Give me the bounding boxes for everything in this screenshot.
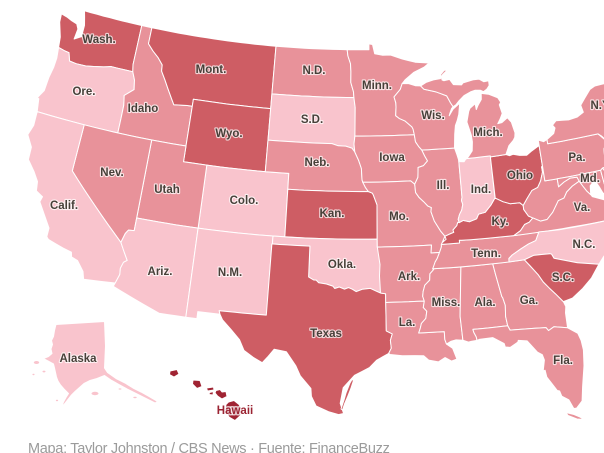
- svg-text:Wash.: Wash.: [82, 34, 115, 46]
- svg-text:Mapa: Taylor Johnston / CBS Ne: Mapa: Taylor Johnston / CBS News · Fuent…: [28, 441, 390, 453]
- svg-text:Ind.: Ind.: [471, 184, 491, 196]
- svg-text:S.D.: S.D.: [301, 114, 323, 126]
- svg-text:Tenn.: Tenn.: [471, 248, 501, 260]
- svg-text:Ark.: Ark.: [398, 271, 420, 283]
- svg-text:Miss.: Miss.: [432, 297, 461, 309]
- svg-text:Md.: Md.: [580, 173, 600, 185]
- svg-text:Mo.: Mo.: [389, 211, 409, 223]
- svg-text:Nev.: Nev.: [100, 167, 123, 179]
- svg-text:Ill.: Ill.: [437, 180, 450, 192]
- svg-text:Calif.: Calif.: [50, 200, 78, 212]
- svg-text:Minn.: Minn.: [362, 80, 392, 92]
- svg-text:Hawaii: Hawaii: [217, 405, 253, 417]
- svg-text:Mont.: Mont.: [196, 64, 227, 76]
- svg-text:Mich.: Mich.: [473, 127, 502, 139]
- svg-text:Neb.: Neb.: [305, 157, 330, 169]
- svg-text:Kan.: Kan.: [320, 208, 345, 220]
- svg-text:Ky.: Ky.: [491, 216, 508, 228]
- svg-text:N.Y.: N.Y.: [590, 100, 604, 112]
- svg-text:Ore.: Ore.: [72, 86, 95, 98]
- svg-text:N.M.: N.M.: [218, 267, 242, 279]
- svg-text:Wis.: Wis.: [421, 110, 445, 122]
- svg-text:Iowa: Iowa: [379, 152, 405, 164]
- svg-text:La.: La.: [399, 317, 416, 329]
- svg-text:Colo.: Colo.: [230, 195, 259, 207]
- svg-text:Alaska: Alaska: [59, 353, 97, 365]
- svg-text:S.C.: S.C.: [552, 272, 574, 284]
- svg-text:Okla.: Okla.: [328, 259, 356, 271]
- svg-text:Utah: Utah: [154, 184, 180, 196]
- svg-text:Ohio: Ohio: [507, 170, 533, 182]
- svg-text:Texas: Texas: [310, 328, 342, 340]
- svg-text:Ala.: Ala.: [474, 297, 495, 309]
- svg-text:Ga.: Ga.: [520, 295, 539, 307]
- svg-text:Fla.: Fla.: [553, 355, 573, 367]
- svg-text:Va.: Va.: [574, 202, 591, 214]
- svg-text:Pa.: Pa.: [568, 152, 585, 164]
- svg-text:N.C.: N.C.: [573, 239, 596, 251]
- svg-text:Ariz.: Ariz.: [148, 266, 173, 278]
- svg-text:Wyo.: Wyo.: [215, 128, 242, 140]
- svg-text:Idaho: Idaho: [128, 103, 159, 115]
- svg-text:N.D.: N.D.: [303, 65, 326, 77]
